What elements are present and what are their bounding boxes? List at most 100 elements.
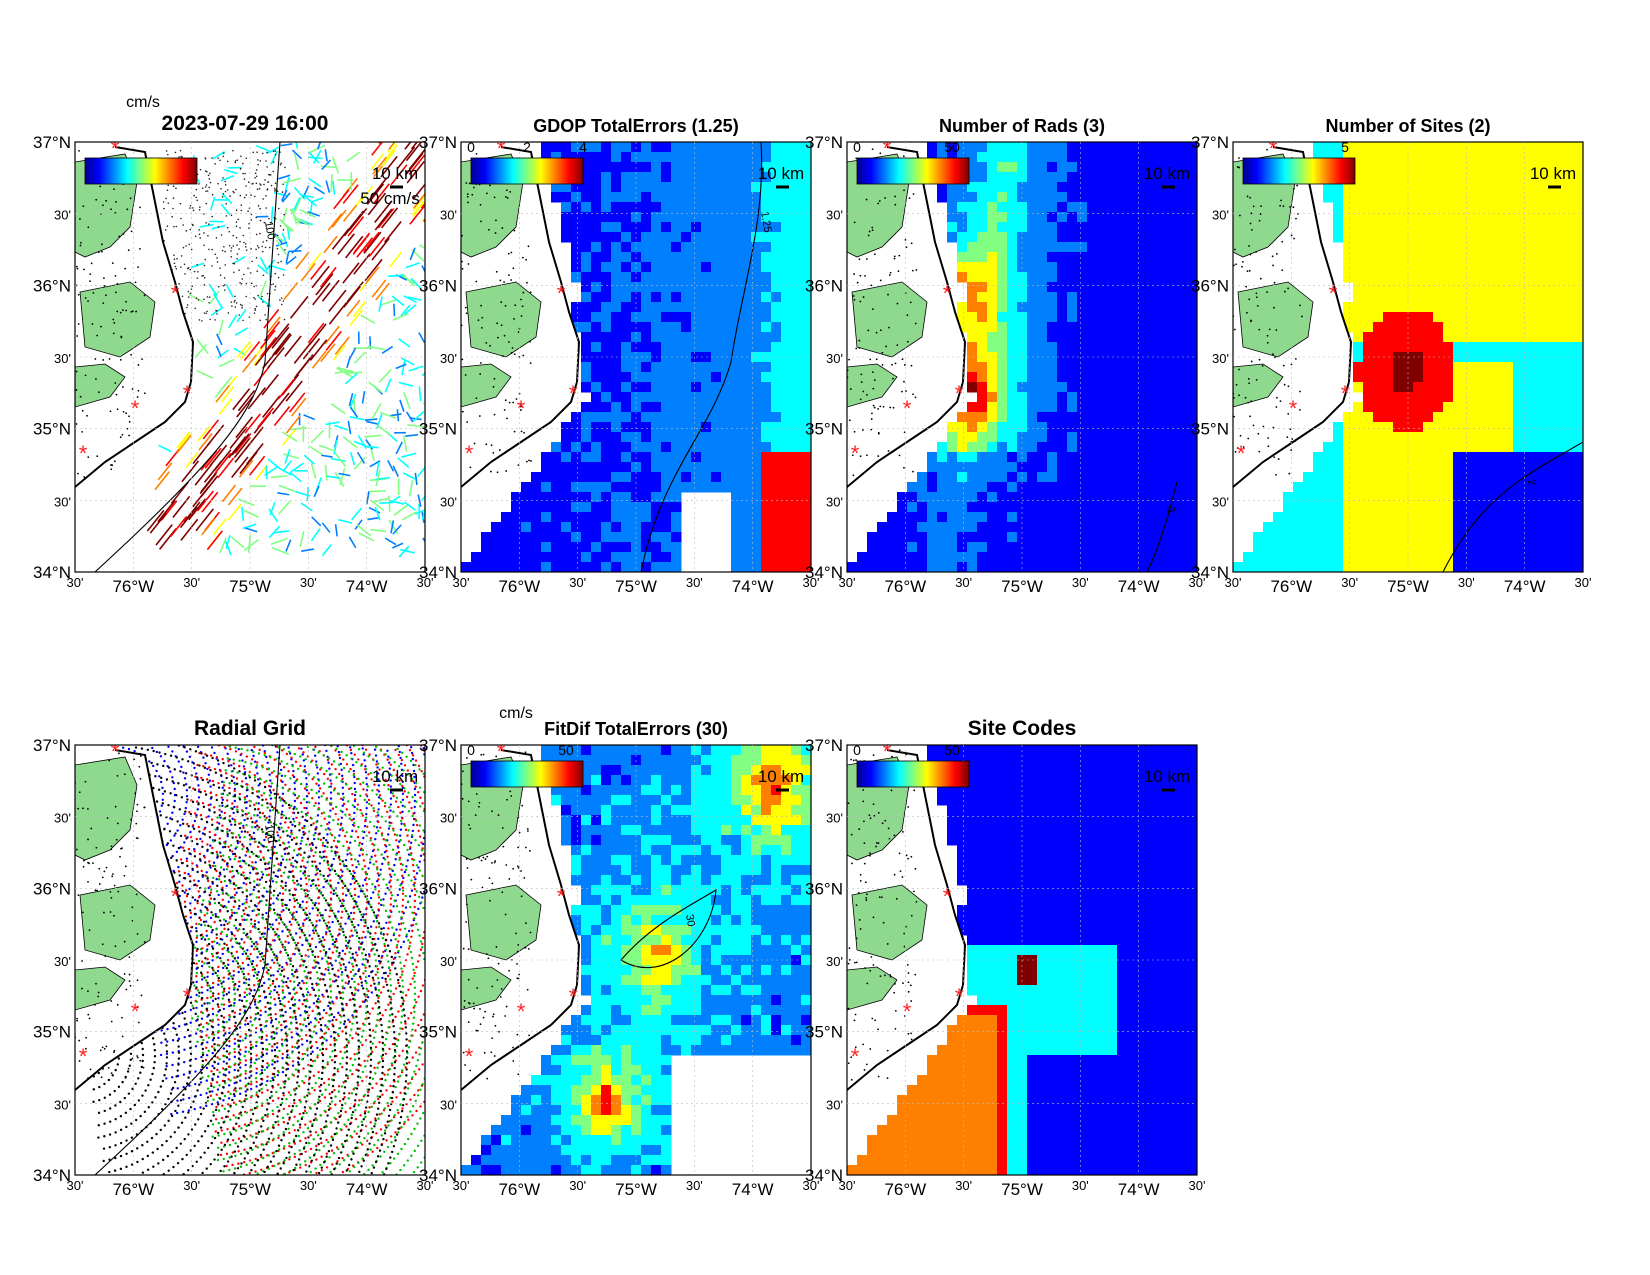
field-cell	[1057, 362, 1068, 373]
field-cell	[1543, 242, 1554, 253]
field-cell	[1553, 192, 1564, 203]
current-vector	[409, 205, 425, 225]
field-cell	[1127, 162, 1138, 173]
field-cell	[997, 232, 1008, 243]
coast-dot	[903, 189, 905, 192]
field-cell	[581, 482, 592, 493]
coast-dot	[1287, 385, 1290, 388]
field-cell	[1323, 492, 1334, 503]
field-cell	[1077, 232, 1088, 243]
coast-dot	[1295, 217, 1297, 220]
grid-point	[280, 162, 282, 165]
field-cell	[957, 182, 968, 193]
field-cell	[1167, 272, 1178, 283]
current-vector	[332, 344, 347, 361]
field-cell	[801, 482, 811, 493]
coast-dot	[893, 255, 896, 258]
grid-point	[248, 222, 250, 225]
field-cell	[1523, 282, 1534, 293]
field-cell	[1027, 282, 1038, 293]
coast-dot	[473, 442, 476, 445]
field-cell	[1433, 482, 1444, 493]
field-cell	[641, 302, 652, 313]
field-cell	[751, 542, 762, 553]
lon-tick-label: 30'	[803, 575, 820, 590]
current-vector	[176, 434, 192, 454]
field-cell	[1137, 232, 1148, 243]
field-cell	[1097, 452, 1108, 463]
field-cell	[671, 522, 682, 533]
field-cell	[987, 372, 998, 383]
coast-dot	[1258, 328, 1261, 331]
current-vector	[372, 156, 387, 175]
grid-point	[255, 169, 258, 171]
field-cell	[967, 162, 978, 173]
field-cell	[731, 552, 742, 563]
grid-point	[255, 257, 258, 259]
field-cell	[711, 232, 722, 243]
grid-point	[224, 190, 227, 193]
coast-dot	[505, 470, 508, 472]
field-cell	[1333, 442, 1344, 453]
field-cell	[691, 222, 702, 233]
field-cell	[681, 212, 692, 223]
field-cell	[1077, 532, 1088, 543]
field-cell	[681, 272, 692, 283]
field-cell	[641, 162, 652, 173]
field-cell	[1007, 212, 1018, 223]
field-cell	[591, 422, 602, 433]
field-cell	[1393, 532, 1404, 543]
grid-point	[163, 207, 165, 210]
current-vector	[418, 332, 425, 344]
field-cell	[1493, 422, 1504, 433]
field-cell	[601, 422, 612, 433]
coast-dot	[503, 281, 505, 283]
field-cell	[1573, 162, 1583, 173]
field-cell	[1563, 302, 1574, 313]
coast-dot	[76, 267, 79, 270]
field-cell	[1323, 182, 1334, 193]
field-cell	[761, 232, 772, 243]
field-cell	[771, 382, 782, 393]
coast-dot	[871, 229, 874, 231]
field-cell	[751, 302, 762, 313]
field-cell	[1313, 532, 1324, 543]
field-cell	[977, 422, 988, 433]
field-cell	[591, 542, 602, 553]
field-cell	[621, 382, 632, 393]
field-cell	[741, 232, 752, 243]
field-cell	[1087, 232, 1098, 243]
field-cell	[761, 542, 772, 553]
field-cell	[731, 322, 742, 333]
field-cell	[781, 232, 792, 243]
field-cell	[1343, 252, 1354, 263]
field-cell	[691, 242, 702, 253]
field-cell	[671, 502, 682, 513]
field-cell	[1453, 442, 1464, 453]
field-cell	[967, 332, 978, 343]
coast-dot	[89, 280, 91, 283]
current-vector	[208, 283, 218, 296]
field-cell	[1393, 242, 1404, 253]
current-vector	[381, 345, 394, 354]
field-cell	[1523, 552, 1534, 563]
field-cell	[1513, 452, 1524, 463]
field-cell	[957, 462, 968, 473]
field-cell	[1563, 232, 1574, 243]
field-cell	[721, 242, 732, 253]
field-cell	[1523, 452, 1534, 463]
grid-point	[248, 227, 250, 229]
field-cell	[1483, 522, 1494, 533]
field-cell	[1463, 262, 1474, 273]
coast-dot	[113, 188, 115, 191]
field-cell	[1117, 332, 1128, 343]
current-vector	[334, 452, 347, 467]
grid-point	[253, 296, 255, 299]
field-cell	[997, 432, 1008, 443]
field-cell	[1533, 462, 1544, 473]
field-cell	[1463, 562, 1474, 572]
coast-dot	[870, 284, 873, 287]
field-cell	[751, 452, 762, 463]
coast-dot	[112, 332, 115, 335]
field-cell	[1047, 552, 1058, 563]
